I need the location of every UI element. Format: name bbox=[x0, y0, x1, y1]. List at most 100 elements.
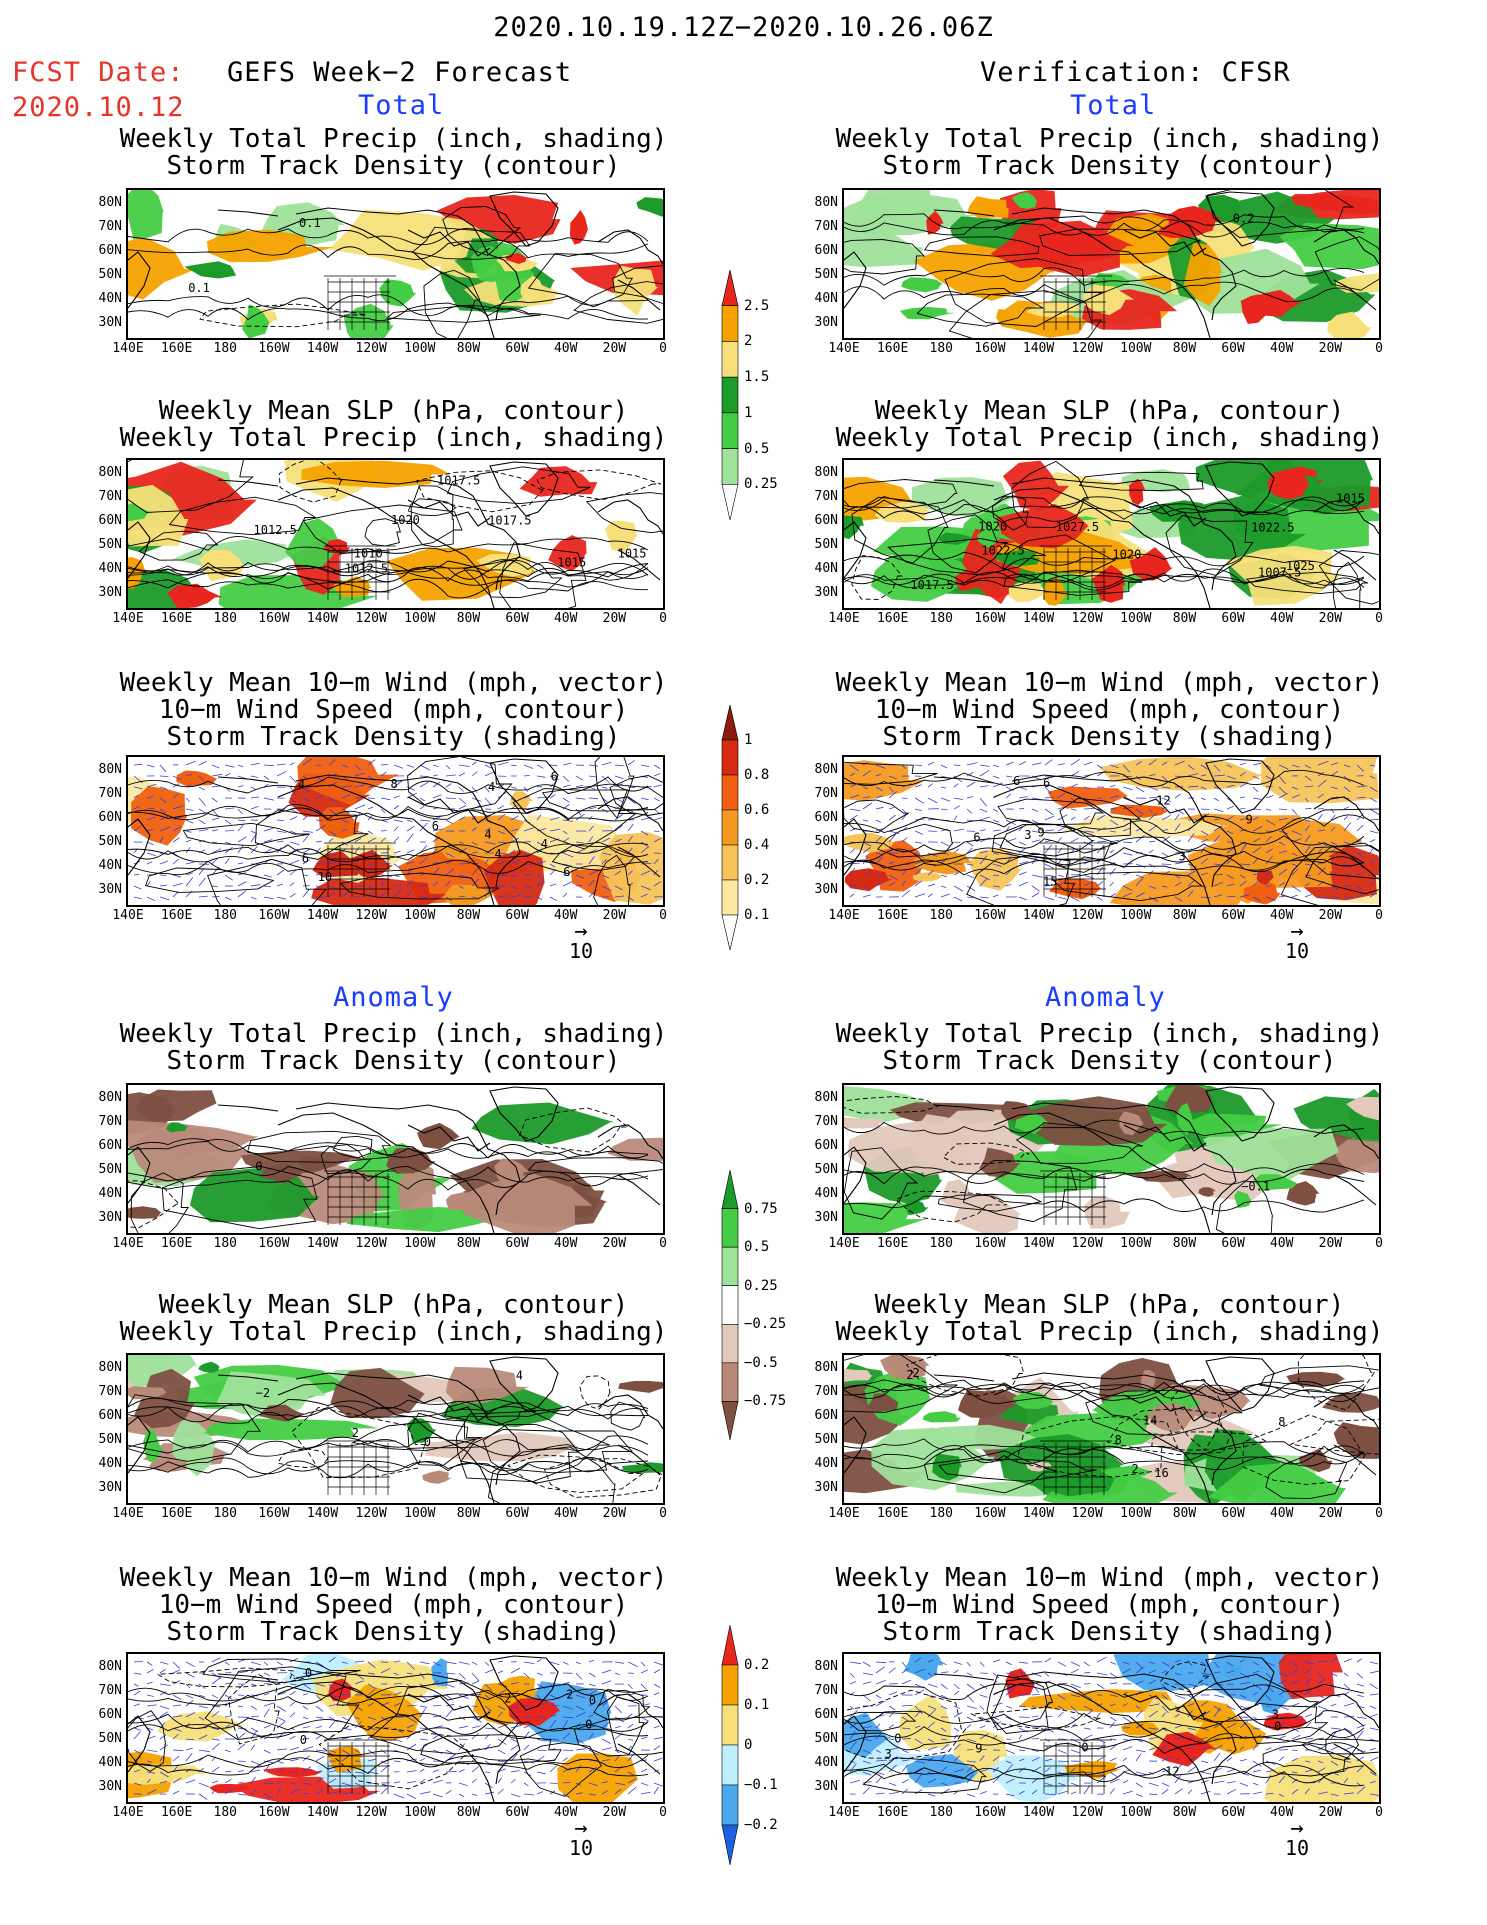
contour-label: 8 bbox=[391, 777, 398, 791]
contour-label: 2 bbox=[913, 1366, 920, 1380]
longitude-label: 0 bbox=[1375, 1236, 1383, 1251]
shading-layer bbox=[844, 190, 1379, 338]
colorbar-swatch bbox=[721, 1362, 739, 1402]
coastline bbox=[128, 1356, 663, 1503]
contour-label: 12 bbox=[1156, 793, 1170, 807]
panel-title-line: 10−m Wind Speed (mph, contour) bbox=[158, 695, 629, 725]
shading-layer bbox=[128, 757, 663, 905]
latitude-label: 80N bbox=[98, 1659, 122, 1674]
latitude-label: 30N bbox=[98, 315, 122, 330]
shading-layer bbox=[844, 1355, 1379, 1503]
longitude-label: 60W bbox=[505, 341, 529, 356]
colorbar-swatch bbox=[721, 1824, 739, 1866]
colorbar-swatch bbox=[721, 448, 739, 485]
panel-title-line: Storm Track Density (contour) bbox=[166, 1046, 621, 1076]
latitude-label: 50N bbox=[98, 1731, 122, 1746]
contour-label: 10 bbox=[318, 870, 332, 884]
colorbar-tick-label: 0.5 bbox=[744, 440, 770, 457]
colorbar-swatch bbox=[721, 341, 739, 378]
longitude-label: 40W bbox=[1269, 1506, 1294, 1521]
map-plot: −0.1 bbox=[842, 1083, 1381, 1235]
vector-reference-value: 10 bbox=[568, 1836, 594, 1860]
left-total-heading: Total bbox=[358, 90, 445, 121]
coastline bbox=[844, 1356, 1379, 1503]
longitude-label: 180 bbox=[213, 1236, 238, 1251]
colorbar-tick-label: 0.25 bbox=[744, 1277, 778, 1294]
longitude-label: 80W bbox=[456, 908, 481, 923]
contour-label: 8 bbox=[1278, 1415, 1285, 1429]
longitude-label: 40W bbox=[1269, 341, 1294, 356]
longitude-label: 100W bbox=[404, 341, 436, 356]
longitude-label: 60W bbox=[1221, 611, 1245, 626]
contour-label: 6 bbox=[302, 852, 309, 866]
longitude-label: 180 bbox=[929, 908, 954, 923]
longitude-label: 20W bbox=[1318, 341, 1343, 356]
longitude-label: 40W bbox=[553, 1805, 578, 1820]
panel-title-line: 10−m Wind Speed (mph, contour) bbox=[158, 1590, 629, 1620]
latitude-label: 70N bbox=[814, 1683, 838, 1698]
latitude-label: 30N bbox=[98, 1480, 122, 1495]
longitude-label: 120W bbox=[355, 1236, 387, 1251]
latitude-label: 30N bbox=[814, 315, 838, 330]
longitude-label: 80W bbox=[1172, 341, 1197, 356]
contour-label: 3 bbox=[1272, 1707, 1279, 1721]
longitude-label: 100W bbox=[1120, 908, 1152, 923]
longitude-label: 140W bbox=[306, 908, 339, 923]
longitude-label: 80W bbox=[456, 1236, 481, 1251]
contour-label: 1025 bbox=[1286, 559, 1315, 573]
longitude-label: 180 bbox=[929, 1236, 954, 1251]
longitude-label: 180 bbox=[929, 1805, 954, 1820]
left-column-title: GEFS Week−2 Forecast bbox=[227, 57, 573, 88]
contour-label: 12 bbox=[1165, 1764, 1179, 1778]
contour-label: 1020 bbox=[391, 513, 420, 527]
contour-label: 15 bbox=[1043, 874, 1057, 888]
panel-title-line: Weekly Mean 10−m Wind (mph, vector) bbox=[835, 668, 1384, 698]
panel-title-line: 10−m Wind Speed (mph, contour) bbox=[874, 1590, 1345, 1620]
longitude-label: 0 bbox=[659, 1805, 667, 1820]
latitude-label: 80N bbox=[98, 465, 122, 480]
longitude-label: 20W bbox=[602, 1805, 627, 1820]
longitude-label: 0 bbox=[1375, 611, 1383, 626]
contour-label: 6 bbox=[551, 769, 558, 783]
longitude-label: 140E bbox=[112, 1506, 144, 1521]
vector-reference: → 10 bbox=[1277, 1818, 1317, 1861]
latitude-label: 40N bbox=[98, 561, 122, 576]
latitude-label: 60N bbox=[814, 1408, 838, 1423]
latitude-label: 80N bbox=[98, 1090, 122, 1105]
longitude-label: 140W bbox=[1022, 908, 1055, 923]
longitude-label: 160E bbox=[876, 611, 909, 626]
latitude-label: 30N bbox=[98, 1779, 122, 1794]
longitude-label: 160E bbox=[160, 611, 193, 626]
map-plot: 1017.5 1017.5 1015 1012.5 1015 1010 1012.5 1020 bbox=[126, 458, 665, 610]
longitude-label: 80W bbox=[456, 1805, 481, 1820]
contour-label: 2 bbox=[352, 1426, 359, 1440]
contour-label: 0 bbox=[424, 1435, 431, 1449]
latitude-label: 60N bbox=[814, 1707, 838, 1722]
colorbar-swatch bbox=[721, 1401, 739, 1441]
colorbar-swatch bbox=[721, 483, 739, 521]
contour-label: 1015 bbox=[1336, 492, 1365, 506]
vector-reference: → 10 bbox=[561, 1818, 601, 1861]
longitude-label: 120W bbox=[1071, 1236, 1103, 1251]
contour-label: 1012.5 bbox=[254, 523, 297, 537]
longitude-label: 80W bbox=[1172, 1506, 1197, 1521]
longitude-label: 160W bbox=[258, 1236, 290, 1251]
latitude-label: 40N bbox=[98, 291, 122, 306]
contour-label: 1017.5 bbox=[488, 514, 531, 528]
contour-label: 4 bbox=[488, 780, 495, 794]
longitude-label: 180 bbox=[929, 611, 954, 626]
latitude-label: 70N bbox=[814, 1114, 838, 1129]
shading-layer bbox=[128, 190, 663, 338]
map-plot: 1015 1017.5 1022.5 1007.5 1020 1027.5 1025 1020… bbox=[842, 458, 1381, 610]
longitude-label: 160W bbox=[974, 341, 1006, 356]
colorbar-swatch bbox=[721, 412, 739, 449]
longitude-label: 120W bbox=[355, 611, 387, 626]
longitude-label: 80W bbox=[456, 1506, 481, 1521]
contour-label: 1017.5 bbox=[910, 578, 953, 592]
longitude-label: 60W bbox=[1221, 1805, 1245, 1820]
colorbar-swatch bbox=[721, 704, 739, 741]
vector-reference-value: 10 bbox=[1284, 1836, 1310, 1860]
map-plot: 0.2 bbox=[842, 188, 1381, 340]
longitude-label: 20W bbox=[1318, 1506, 1343, 1521]
longitude-label: 60W bbox=[1221, 908, 1245, 923]
